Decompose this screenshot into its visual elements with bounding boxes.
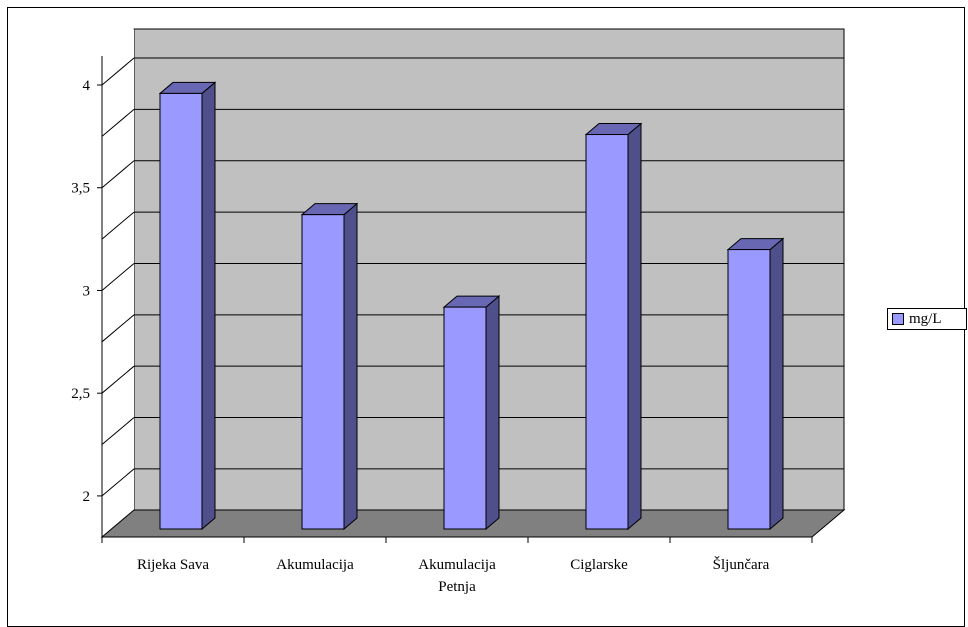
axes	[97, 56, 813, 543]
x-tick-label-line: Šljunčara	[713, 556, 770, 573]
y-tick-label: 4	[83, 78, 91, 94]
gridline-side	[101, 365, 135, 394]
x-tick-label-line: Rijeka Sava	[137, 557, 209, 573]
gridline-side	[101, 468, 135, 497]
x-tick-label-line: Akumulacija	[418, 557, 496, 573]
bar-side	[627, 122, 642, 531]
bar-front	[727, 249, 771, 530]
gridline-side	[101, 263, 135, 291]
bar	[300, 202, 359, 531]
gridline-side	[101, 108, 135, 137]
bar	[584, 122, 643, 531]
bar	[442, 295, 501, 531]
y-tick-label: 3	[83, 283, 91, 299]
x-tick-label-line: Petnja	[438, 579, 476, 595]
x-tick-label: Ciglarske	[570, 557, 628, 573]
x-tick-label: Rijeka Sava	[137, 557, 209, 573]
legend: mg/L	[887, 308, 967, 330]
y-tick-label: 3,5	[71, 181, 90, 197]
gridline-side	[101, 211, 135, 240]
x-tick-labels: Rijeka Sava Akumulacija Akumulacija Petnja C…	[137, 556, 770, 595]
bar-side	[343, 202, 358, 531]
bar	[726, 237, 785, 531]
legend-label: mg/L	[909, 310, 942, 327]
bar-front	[585, 134, 629, 530]
x-tick-label: Akumulacija	[276, 557, 354, 573]
bar-side	[485, 295, 500, 531]
gridline-side	[101, 314, 135, 343]
bar-series	[158, 81, 785, 531]
bar	[158, 81, 217, 531]
side-wall	[102, 29, 134, 537]
y-tick-label: 2	[83, 489, 91, 505]
gridline-side	[101, 57, 135, 86]
x-tick-label: Akumulacija Petnja	[418, 557, 496, 595]
gridline-side	[101, 160, 135, 189]
y-tick-labels: 2 2,5 3 3,5 4	[71, 78, 90, 505]
bar-front	[159, 92, 203, 530]
bar-front	[301, 214, 345, 530]
x-tick-label: Šljunčara	[713, 556, 770, 573]
legend-swatch	[892, 313, 904, 325]
bar-front	[443, 306, 487, 530]
gridline-side	[101, 417, 135, 445]
x-tick-label-line: Akumulacija	[276, 557, 354, 573]
bar-side	[201, 81, 216, 531]
y-tick-label: 2,5	[71, 386, 90, 402]
bar-side	[769, 237, 784, 531]
x-tick-label-line: Ciglarske	[570, 557, 628, 573]
